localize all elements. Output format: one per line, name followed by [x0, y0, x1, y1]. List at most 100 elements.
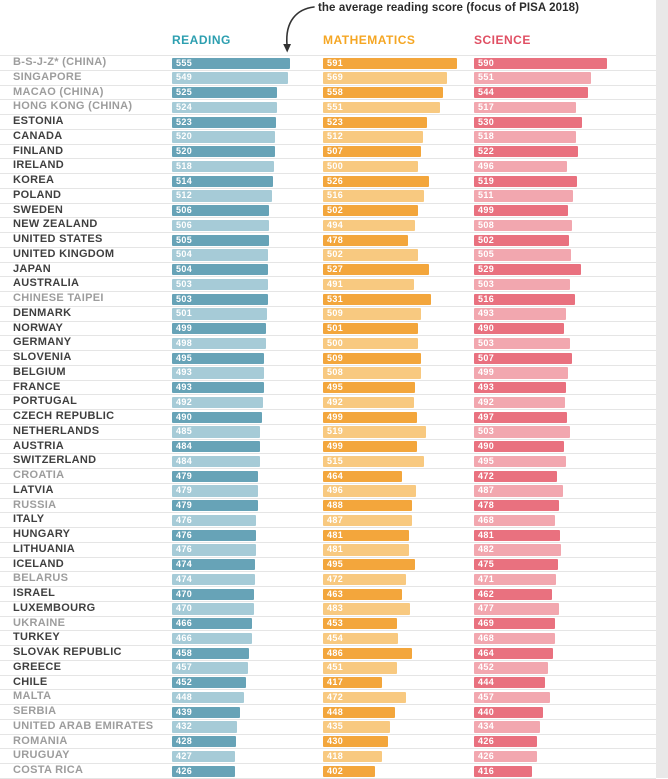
bar-value: 468 — [478, 514, 495, 525]
mathematics-bar: 558 — [323, 87, 443, 99]
mathematics-bar: 515 — [323, 455, 425, 468]
science-bar: 508 — [474, 219, 573, 232]
table-row: MALTA 448 472 457 — [0, 690, 656, 705]
bar-value: 558 — [327, 87, 344, 97]
reading-bar: 432 — [172, 721, 238, 733]
bar-value: 503 — [176, 278, 193, 289]
bar-value: 451 — [327, 662, 344, 673]
country-label: FRANCE — [13, 380, 61, 393]
mathematics-bar: 483 — [323, 603, 411, 615]
table-row: NORWAY 499 501 490 — [0, 322, 656, 337]
bar-value: 520 — [176, 146, 193, 156]
bar-value: 426 — [478, 736, 495, 746]
bar-value: 527 — [327, 264, 344, 274]
bar-value: 416 — [478, 765, 495, 776]
country-label: SWITZERLAND — [13, 454, 97, 467]
country-label: MALTA — [13, 690, 52, 703]
table-row: ESTONIA 523 523 530 — [0, 115, 656, 130]
bar-value: 454 — [327, 632, 344, 643]
science-bar: 469 — [474, 618, 556, 630]
reading-bar: 452 — [172, 677, 246, 689]
bar-value: 498 — [176, 337, 193, 348]
bar-value: 435 — [327, 721, 344, 732]
bar-value: 495 — [176, 352, 193, 363]
mathematics-bar: 488 — [323, 500, 413, 512]
bar-value: 503 — [176, 293, 193, 304]
science-bar: 496 — [474, 160, 567, 173]
bar-value: 485 — [176, 426, 193, 437]
science-bar: 440 — [474, 706, 543, 718]
reading-bar: 525 — [172, 87, 278, 99]
mathematics-bar: 435 — [323, 721, 390, 733]
reading-bar: 498 — [172, 337, 266, 350]
bar-value: 508 — [478, 219, 495, 230]
reading-bar: 479 — [172, 470, 258, 482]
table-row: URUGUAY 427 418 426 — [0, 749, 656, 764]
science-bar: 495 — [474, 455, 567, 468]
table-row: SWEDEN 506 502 499 — [0, 204, 656, 219]
country-label: JAPAN — [13, 262, 51, 275]
table-row: TURKEY 466 454 468 — [0, 631, 656, 646]
science-bar: 464 — [474, 647, 554, 659]
country-label: UNITED KINGDOM — [13, 247, 115, 260]
reading-bar: 466 — [172, 618, 252, 630]
reading-bar: 505 — [172, 234, 269, 246]
bar-value: 466 — [176, 618, 193, 628]
bar-value: 496 — [327, 485, 344, 496]
reading-bar: 484 — [172, 441, 260, 453]
country-label: MACAO (CHINA) — [13, 85, 104, 98]
science-bar: 517 — [474, 101, 576, 114]
mathematics-bar: 507 — [323, 146, 421, 158]
bar-value: 487 — [327, 514, 344, 525]
bar-value: 505 — [478, 249, 495, 260]
table-row: BELGIUM 493 508 499 — [0, 366, 656, 381]
country-label: UNITED STATES — [13, 233, 103, 245]
curved-arrow-icon — [283, 6, 315, 53]
country-label: ICELAND — [13, 557, 64, 570]
bar-value: 511 — [478, 190, 494, 201]
bar-value: 502 — [478, 234, 495, 245]
bar-value: 496 — [478, 160, 495, 171]
country-label: URUGUAY — [13, 749, 70, 762]
table-row: CROATIA 479 464 472 — [0, 469, 656, 484]
reading-bar: 501 — [172, 308, 268, 320]
science-bar: 487 — [474, 485, 563, 497]
bar-value: 526 — [327, 175, 344, 186]
bar-value: 439 — [176, 706, 193, 717]
table-row: COSTA RICA 426 402 416 — [0, 764, 656, 779]
table-row: UNITED ARAB EMIRATES 432 435 434 — [0, 720, 656, 735]
mathematics-bar: 502 — [323, 205, 419, 217]
mathematics-bar: 512 — [323, 131, 423, 143]
table-row: AUSTRIA 484 499 490 — [0, 440, 656, 455]
mathematics-bar: 487 — [323, 514, 412, 527]
mathematics-bar: 492 — [323, 396, 415, 409]
bar-value: 499 — [327, 441, 344, 451]
table-row: CANADA 520 512 518 — [0, 130, 656, 145]
reading-bar: 474 — [172, 573, 256, 586]
science-bar: 505 — [474, 249, 571, 261]
science-bar: 503 — [474, 278, 570, 291]
bar-value: 488 — [327, 500, 344, 510]
mathematics-bar: 451 — [323, 662, 397, 674]
country-label: NEW ZEALAND — [13, 218, 98, 231]
country-label: GERMANY — [13, 336, 72, 349]
science-bar: 471 — [474, 573, 557, 586]
country-label: LUXEMBOURG — [13, 601, 96, 614]
table-row: LATVIA 479 496 487 — [0, 484, 656, 499]
reading-bar: 512 — [172, 190, 272, 202]
country-label: IRELAND — [13, 159, 64, 172]
table-row: FRANCE 493 495 493 — [0, 381, 656, 396]
reading-bar: 476 — [172, 529, 257, 541]
bar-value: 555 — [176, 57, 193, 68]
bar-value: 493 — [176, 367, 193, 378]
bar-value: 477 — [478, 603, 495, 614]
table-row: IRELAND 518 500 496 — [0, 159, 656, 174]
bar-value: 500 — [327, 337, 344, 348]
bar-value: 452 — [478, 662, 495, 673]
country-label: CHILE — [13, 675, 48, 688]
table-row: LUXEMBOURG 470 483 477 — [0, 602, 656, 617]
bar-value: 462 — [478, 588, 495, 599]
reading-bar: 448 — [172, 691, 245, 704]
bar-value: 499 — [327, 411, 344, 422]
bar-value: 507 — [478, 352, 495, 363]
